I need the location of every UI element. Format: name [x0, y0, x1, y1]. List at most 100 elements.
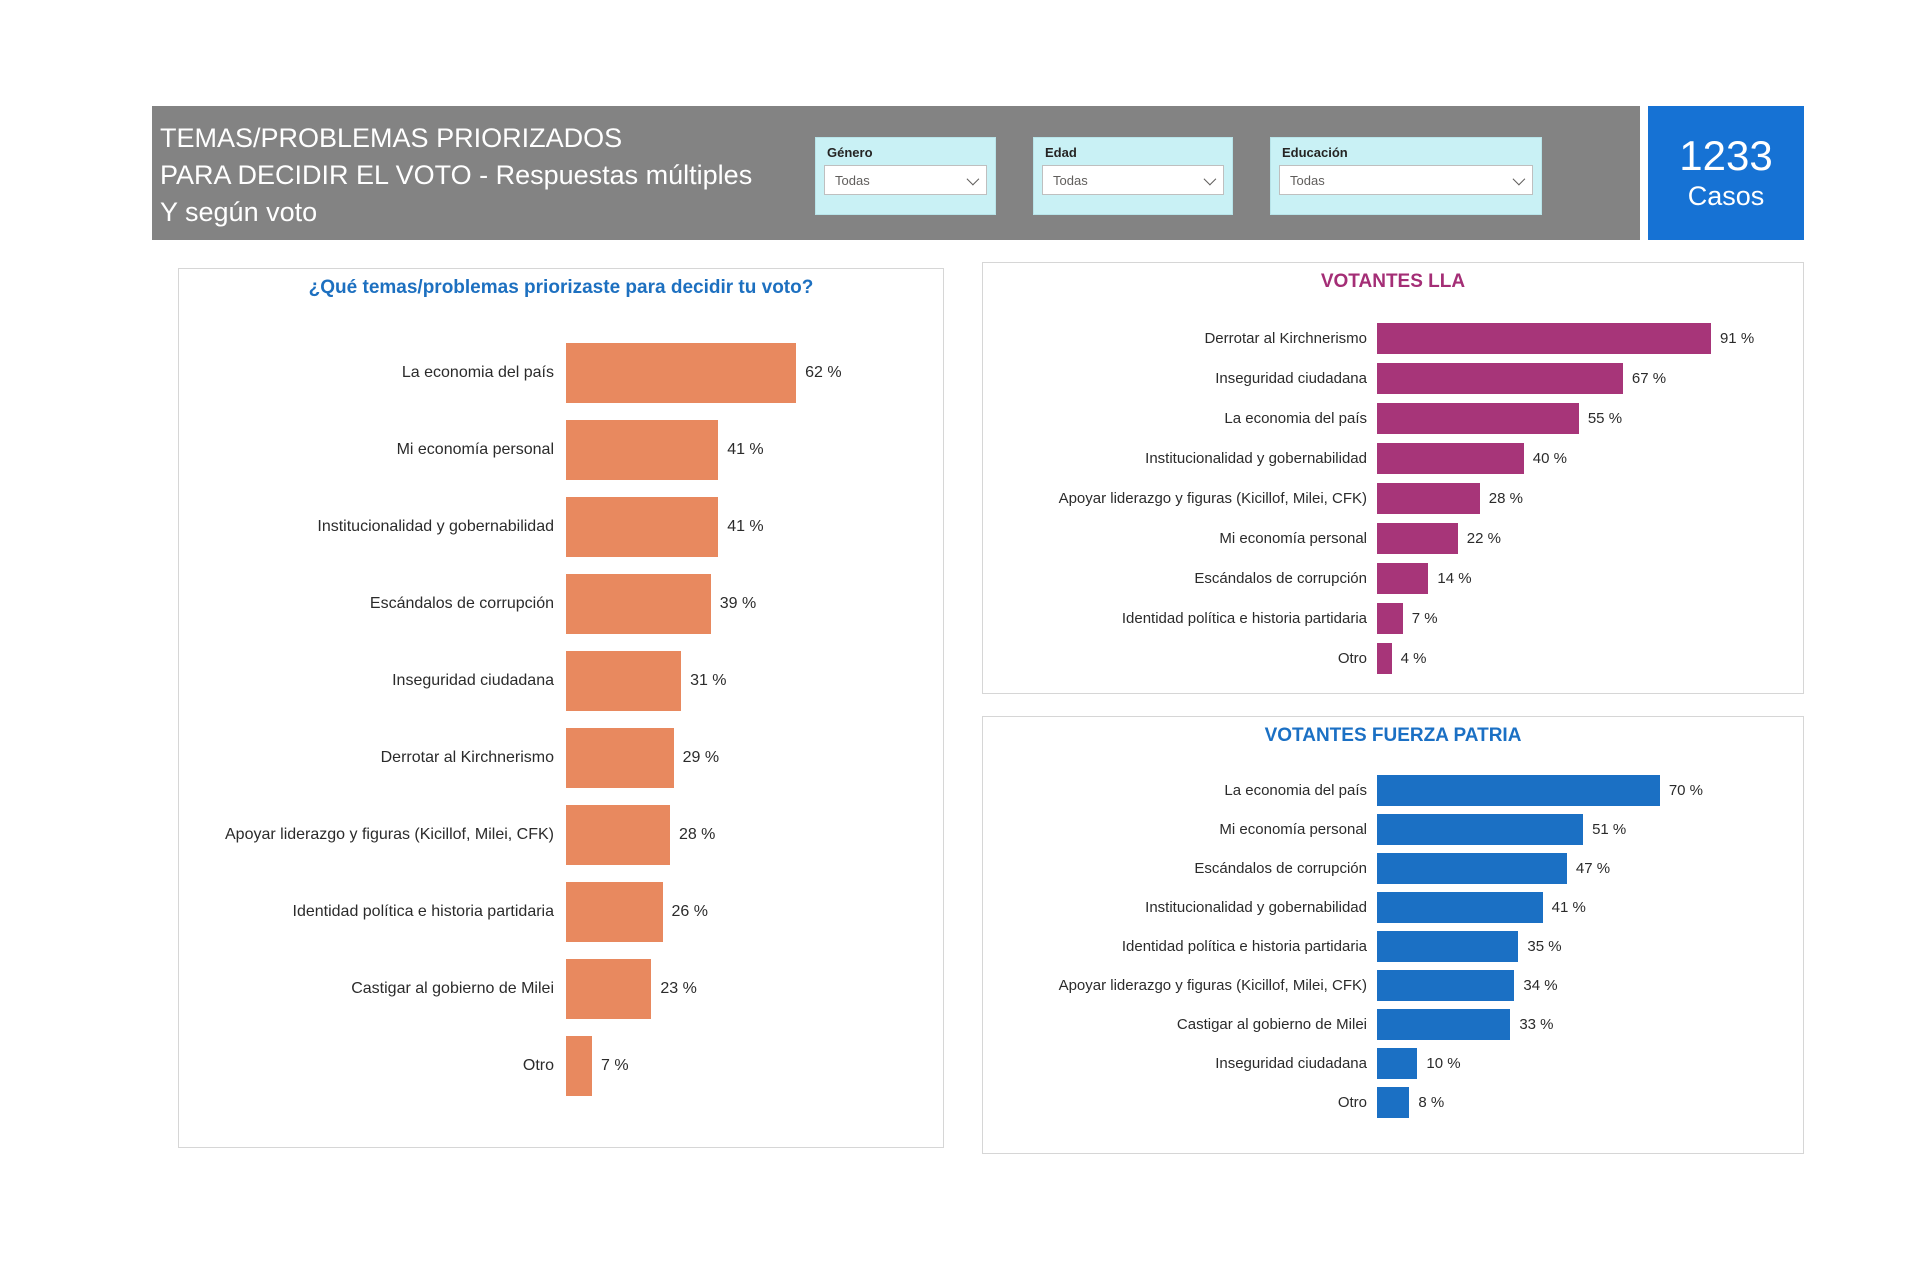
bar[interactable] [1377, 522, 1458, 554]
page-title-line-3: Y según voto [160, 196, 318, 227]
bar-zone: 33 % [1377, 1009, 1676, 1040]
educacion-dropdown-value: Todas [1290, 172, 1325, 188]
chevron-down-icon [1512, 172, 1526, 185]
bar[interactable] [566, 573, 711, 634]
category-label: Apoyar liderazgo y figuras (Kicillof, Mi… [1058, 489, 1367, 507]
bar[interactable] [566, 804, 670, 865]
category-label: Inseguridad ciudadana [1215, 369, 1367, 387]
bar[interactable] [566, 419, 719, 480]
category-label: La economia del país [401, 363, 554, 381]
category-label: Institucionalidad y gobernabilidad [1145, 899, 1367, 916]
bar-row: La economia del país 70 % [983, 771, 1803, 810]
bar[interactable] [1377, 853, 1567, 884]
category-label: Apoyar liderazgo y figuras (Kicillof, Mi… [225, 825, 554, 843]
bar-zone: 70 % [1377, 775, 1703, 806]
category-label: Otro [522, 1056, 554, 1074]
bar-zone: 91 % [1377, 322, 1754, 354]
bar[interactable] [1377, 892, 1543, 923]
bar[interactable] [1377, 402, 1579, 434]
bar[interactable] [1377, 642, 1392, 674]
category-label: Mi economía personal [1219, 821, 1367, 838]
bar[interactable] [566, 1035, 592, 1096]
chevron-down-icon [1203, 172, 1217, 185]
bar-zone: 31 % [566, 650, 811, 711]
bar-zone: 51 % [1377, 814, 1676, 845]
bar[interactable] [566, 881, 663, 942]
bar[interactable] [1377, 775, 1660, 806]
value-label: 28 % [678, 825, 716, 843]
category-label: Institucionalidad y gobernabilidad [317, 517, 554, 535]
filter-edad: Edad Todas [1033, 137, 1233, 215]
genero-dropdown[interactable]: Todas [824, 165, 987, 195]
bar-row: Identidad política e historia partidaria… [983, 598, 1803, 638]
category-label: Mi economía personal [1219, 529, 1367, 547]
value-label: 41 % [727, 440, 764, 458]
value-label: 41 % [727, 517, 764, 535]
bar-zone: 7 % [1377, 602, 1733, 634]
value-label: 22 % [1466, 529, 1501, 547]
category-label: Otro [1337, 649, 1367, 667]
category-label: Derrotar al Kirchnerismo [380, 748, 554, 766]
bar[interactable] [1377, 1048, 1418, 1079]
chart-panel-lla: VOTANTES LLA Derrotar al Kirchnerismo 91 … [982, 262, 1804, 694]
category-label: Derrotar al Kirchnerismo [1204, 329, 1367, 347]
bar-zone: 4 % [1377, 642, 1733, 674]
bar-row: Derrotar al Kirchnerismo 29 % [179, 719, 943, 796]
bar-zone: 41 % [1377, 892, 1676, 923]
bar-zone: 28 % [1377, 482, 1733, 514]
filter-educacion-label: Educación [1282, 145, 1348, 160]
value-label: 29 % [682, 748, 720, 766]
bar[interactable] [1377, 602, 1403, 634]
filter-educacion: Educación Todas [1270, 137, 1542, 215]
bar-zone: 40 % [1377, 442, 1733, 474]
value-label: 34 % [1523, 977, 1558, 994]
filter-group: Género Todas Edad Todas Educación Todas [815, 137, 1542, 215]
bar[interactable] [1377, 970, 1515, 1001]
bar[interactable] [1377, 814, 1584, 845]
bar-row: Mi economía personal 51 % [983, 810, 1803, 849]
category-label: Inseguridad ciudadana [392, 671, 554, 689]
bar[interactable] [1377, 1087, 1410, 1118]
bar-row: Otro 8 % [983, 1083, 1803, 1122]
bar-zone: 39 % [566, 573, 811, 634]
bar[interactable] [1377, 362, 1623, 394]
bar[interactable] [566, 958, 652, 1019]
bar[interactable] [1377, 931, 1519, 962]
category-label: Escándalos de corrupción [1194, 860, 1367, 877]
bar[interactable] [566, 650, 682, 711]
bar[interactable] [566, 727, 674, 788]
category-label: Identidad política e historia partidaria [1121, 938, 1367, 955]
value-label: 31 % [690, 671, 727, 689]
bar[interactable] [1377, 1009, 1511, 1040]
edad-dropdown[interactable]: Todas [1042, 165, 1224, 195]
genero-dropdown-value: Todas [835, 172, 870, 188]
bar[interactable] [566, 496, 719, 557]
bar-row: Institucionalidad y gobernabilidad 40 % [983, 438, 1803, 478]
bar-row: Escándalos de corrupción 39 % [179, 565, 943, 642]
bar[interactable] [1377, 322, 1711, 354]
bar-row: Apoyar liderazgo y figuras (Kicillof, Mi… [983, 478, 1803, 518]
chart-panel-general: ¿Qué temas/problemas priorizaste para de… [178, 268, 944, 1148]
educacion-dropdown[interactable]: Todas [1279, 165, 1533, 195]
bar-row: Escándalos de corrupción 14 % [983, 558, 1803, 598]
bar[interactable] [1377, 442, 1524, 474]
value-label: 4 % [1400, 649, 1427, 667]
chart-title-fuerza-patria: VOTANTES FUERZA PATRIA [1264, 725, 1522, 746]
bar[interactable] [1377, 482, 1480, 514]
cases-count-label: Casos [1687, 181, 1765, 211]
bar-row: Inseguridad ciudadana 10 % [983, 1044, 1803, 1083]
value-label: 47 % [1575, 860, 1611, 877]
value-label: 70 % [1668, 782, 1704, 799]
bar[interactable] [1377, 562, 1429, 594]
bar[interactable] [566, 342, 797, 403]
value-label: 41 % [1551, 899, 1586, 916]
category-label: La economia del país [1224, 782, 1367, 799]
bar-row: Otro 7 % [179, 1027, 943, 1104]
bar-zone: 41 % [566, 496, 811, 557]
bar-row: Otro 4 % [983, 638, 1803, 678]
value-label: 26 % [671, 902, 708, 920]
cases-count-card: 1233 Casos [1648, 106, 1804, 240]
bar-zone: 26 % [566, 881, 811, 942]
bar-row: Derrotar al Kirchnerismo 91 % [983, 318, 1803, 358]
